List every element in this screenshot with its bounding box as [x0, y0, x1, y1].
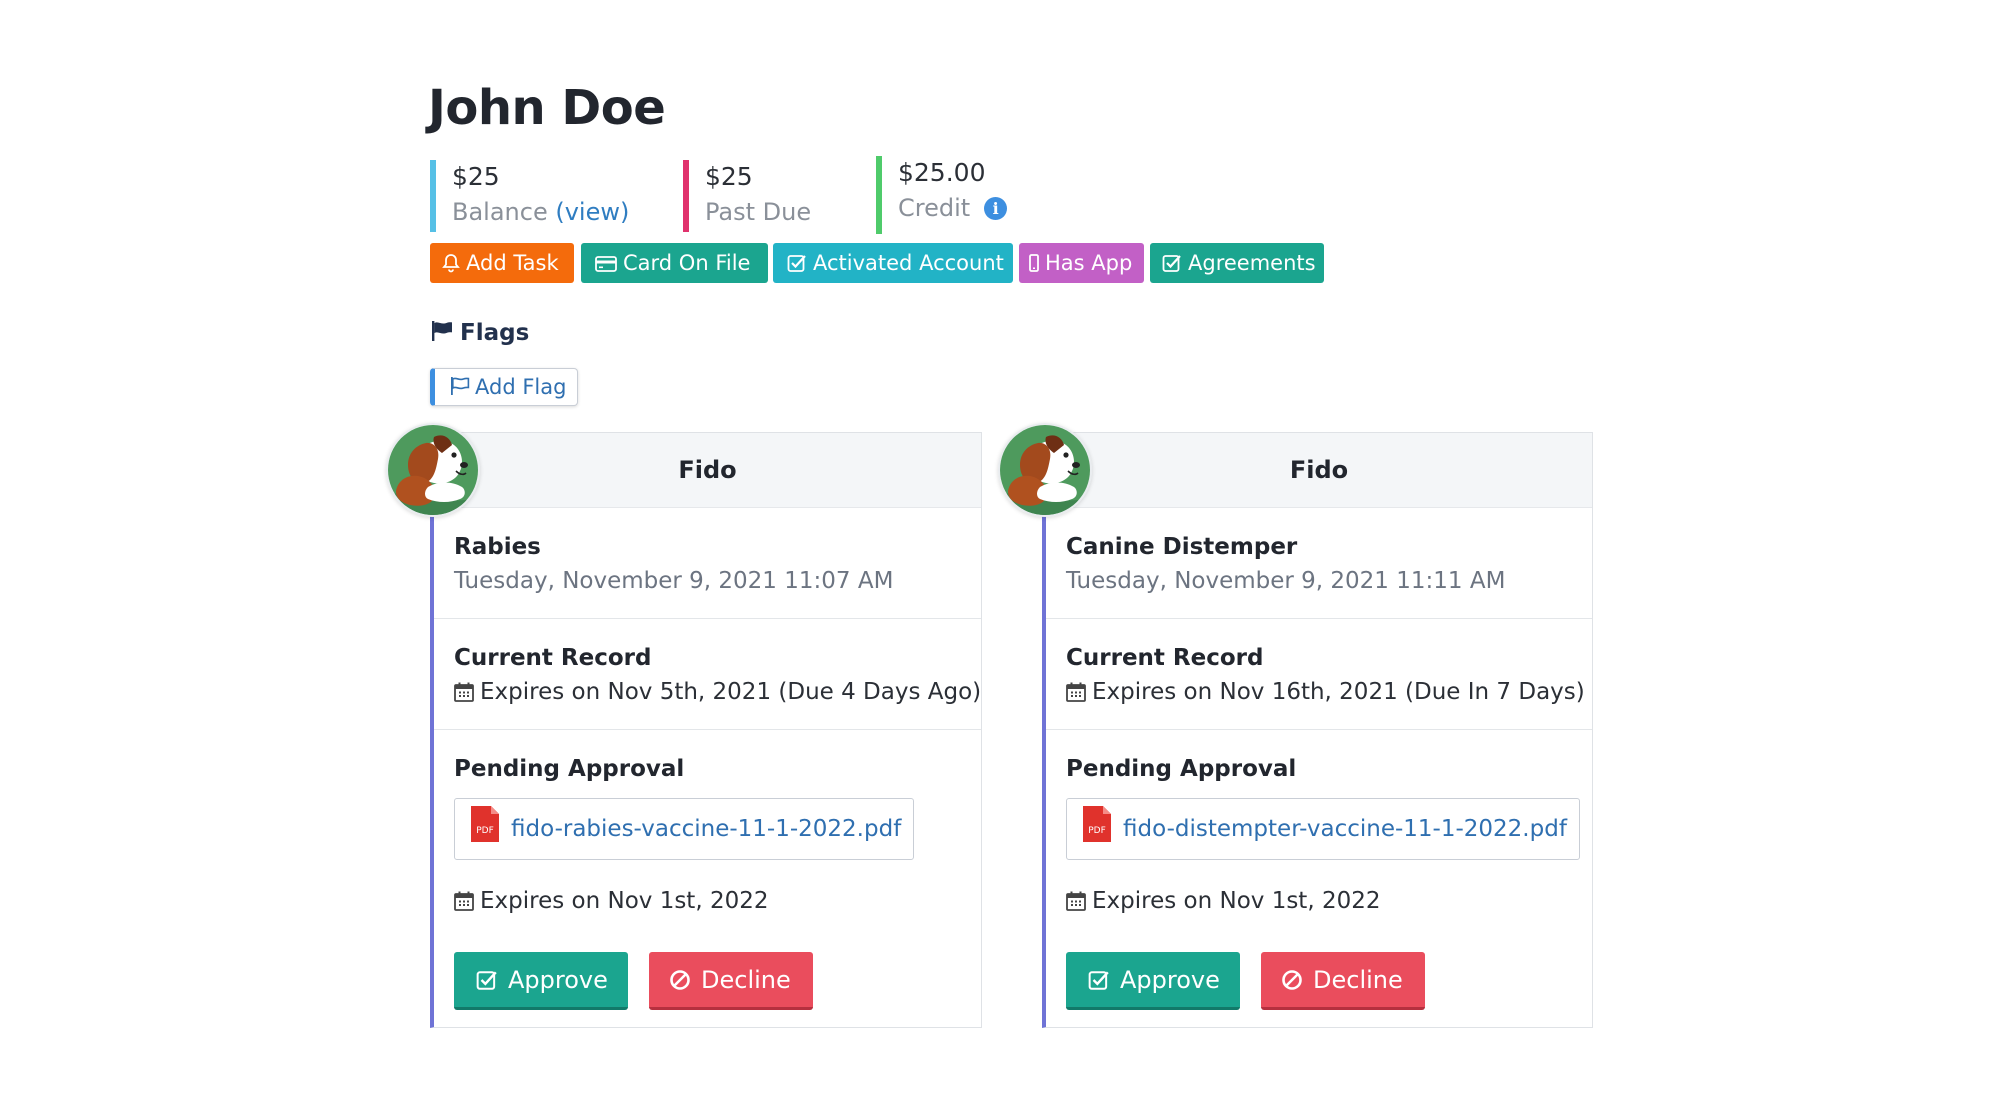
approval-actions: Approve Decline	[454, 952, 981, 1010]
pdf-badge-text: PDF	[1088, 826, 1106, 836]
approve-label: Approve	[1120, 966, 1220, 994]
approve-label: Approve	[508, 966, 608, 994]
vaccine-name: Rabies	[454, 534, 541, 560]
credit-card-icon	[595, 256, 617, 272]
past-due-label: Past Due	[705, 198, 812, 226]
vaccine-info-section: Rabies Tuesday, November 9, 2021 11:07 A…	[434, 508, 981, 619]
current-record-section: Current Record Expires on Nov 16th, 2021…	[1046, 619, 1592, 730]
current-record-expiry: Expires on Nov 16th, 2021 (Due In 7 Days…	[1092, 679, 1585, 705]
add-flag-button[interactable]: Add Flag	[430, 368, 578, 406]
pending-approval-section: Pending Approval PDF fido-rabies-vaccine-…	[434, 730, 981, 1010]
agreements-label: Agreements	[1188, 251, 1316, 275]
add-flag-label: Add Flag	[475, 375, 567, 399]
pdf-file-name: fido-distempter-vaccine-11-1-2022.pdf	[1123, 816, 1567, 842]
vaccine-card: Fido Rabies Tuesday, November 9, 2021 11…	[386, 423, 982, 1028]
balance-view-link[interactable]: (view)	[555, 198, 630, 226]
flag-icon	[432, 321, 452, 341]
current-record-section: Current Record Expires on Nov 5th, 2021 …	[434, 619, 981, 730]
pending-expiry: Expires on Nov 1st, 2022	[480, 888, 769, 914]
pending-expiry: Expires on Nov 1st, 2022	[1092, 888, 1381, 914]
card-on-file-badge[interactable]: Card On File	[581, 243, 768, 283]
credit-amount: $25.00	[898, 158, 986, 187]
credit-stat: $25.00 Credit i	[876, 156, 1008, 234]
current-record-title: Current Record	[1066, 645, 1264, 671]
page-title: John Doe	[428, 80, 666, 136]
decline-button[interactable]: Decline	[1261, 952, 1425, 1010]
approval-actions: Approve Decline	[1066, 952, 1592, 1010]
check-square-icon	[476, 971, 497, 990]
decline-button[interactable]: Decline	[649, 952, 813, 1010]
current-record-expiry-row: Expires on Nov 16th, 2021 (Due In 7 Days…	[1066, 675, 1592, 709]
credit-label: Credit	[898, 194, 971, 222]
calendar-icon	[454, 682, 474, 702]
submitted-date: Tuesday, November 9, 2021 11:07 AM	[454, 568, 894, 594]
decline-label: Decline	[701, 966, 791, 994]
vaccine-name: Canine Distemper	[1066, 534, 1298, 560]
bell-icon	[442, 254, 460, 273]
decline-label: Decline	[1313, 966, 1403, 994]
pdf-file-link[interactable]: PDF fido-distempter-vaccine-11-1-2022.pdf	[1066, 798, 1580, 860]
vaccine-info-section: Canine Distemper Tuesday, November 9, 20…	[1046, 508, 1592, 619]
info-icon[interactable]: i	[984, 197, 1008, 220]
pet-name: Fido	[434, 433, 981, 508]
agreements-badge[interactable]: Agreements	[1150, 243, 1324, 283]
current-record-expiry-row: Expires on Nov 5th, 2021 (Due 4 Days Ago…	[454, 675, 981, 709]
pdf-file-name: fido-rabies-vaccine-11-1-2022.pdf	[511, 816, 902, 842]
dog-avatar-image	[1000, 425, 1090, 515]
approve-button[interactable]: Approve	[454, 952, 628, 1010]
pending-expiry-row: Expires on Nov 1st, 2022	[1066, 884, 1592, 918]
ban-icon	[1282, 970, 1302, 990]
pdf-file-icon: PDF	[1083, 806, 1111, 842]
pdf-badge-text: PDF	[476, 826, 494, 836]
balance-label: Balance	[452, 198, 548, 226]
pdf-file-link[interactable]: PDF fido-rabies-vaccine-11-1-2022.pdf	[454, 798, 915, 860]
flag-outline-icon	[451, 377, 470, 395]
approve-button[interactable]: Approve	[1066, 952, 1240, 1010]
pending-approval-section: Pending Approval PDF fido-distempter-vacc…	[1046, 730, 1592, 1010]
pending-expiry-row: Expires on Nov 1st, 2022	[454, 884, 981, 918]
vaccine-card: Fido Canine Distemper Tuesday, November …	[998, 423, 1593, 1028]
has-app-badge[interactable]: Has App	[1019, 243, 1144, 283]
ban-icon	[670, 970, 690, 990]
flags-heading: Flags	[430, 320, 529, 346]
pet-avatar[interactable]	[386, 423, 480, 517]
dog-avatar-image	[388, 425, 478, 515]
calendar-icon	[1066, 682, 1086, 702]
activated-account-label: Activated Account	[813, 251, 1004, 275]
current-record-expiry: Expires on Nov 5th, 2021 (Due 4 Days Ago…	[480, 679, 982, 705]
submitted-date: Tuesday, November 9, 2021 11:11 AM	[1066, 568, 1506, 594]
add-task-label: Add Task	[466, 251, 559, 275]
balance-amount: $25	[452, 162, 500, 191]
calendar-icon	[454, 891, 474, 911]
mobile-phone-icon	[1029, 254, 1039, 272]
current-record-title: Current Record	[454, 645, 652, 671]
flags-title: Flags	[460, 320, 530, 346]
check-square-icon	[787, 255, 806, 272]
balance-label-row: Balance (view)	[452, 194, 629, 230]
activated-account-badge[interactable]: Activated Account	[773, 243, 1013, 283]
balance-stat: $25 Balance (view)	[430, 160, 629, 232]
credit-label-row: Credit i	[898, 190, 1008, 226]
past-due-stat: $25 Past Due	[683, 160, 811, 232]
pending-approval-title: Pending Approval	[454, 756, 685, 782]
pending-approval-title: Pending Approval	[1066, 756, 1297, 782]
check-square-icon	[1162, 255, 1181, 272]
pet-avatar[interactable]	[998, 423, 1092, 517]
has-app-label: Has App	[1045, 251, 1133, 275]
card-on-file-label: Card On File	[623, 251, 751, 275]
pet-name: Fido	[1046, 433, 1592, 508]
past-due-amount: $25	[705, 162, 753, 191]
pdf-file-icon: PDF	[471, 806, 499, 842]
check-square-icon	[1088, 971, 1109, 990]
calendar-icon	[1066, 891, 1086, 911]
add-task-button[interactable]: Add Task	[430, 243, 574, 283]
